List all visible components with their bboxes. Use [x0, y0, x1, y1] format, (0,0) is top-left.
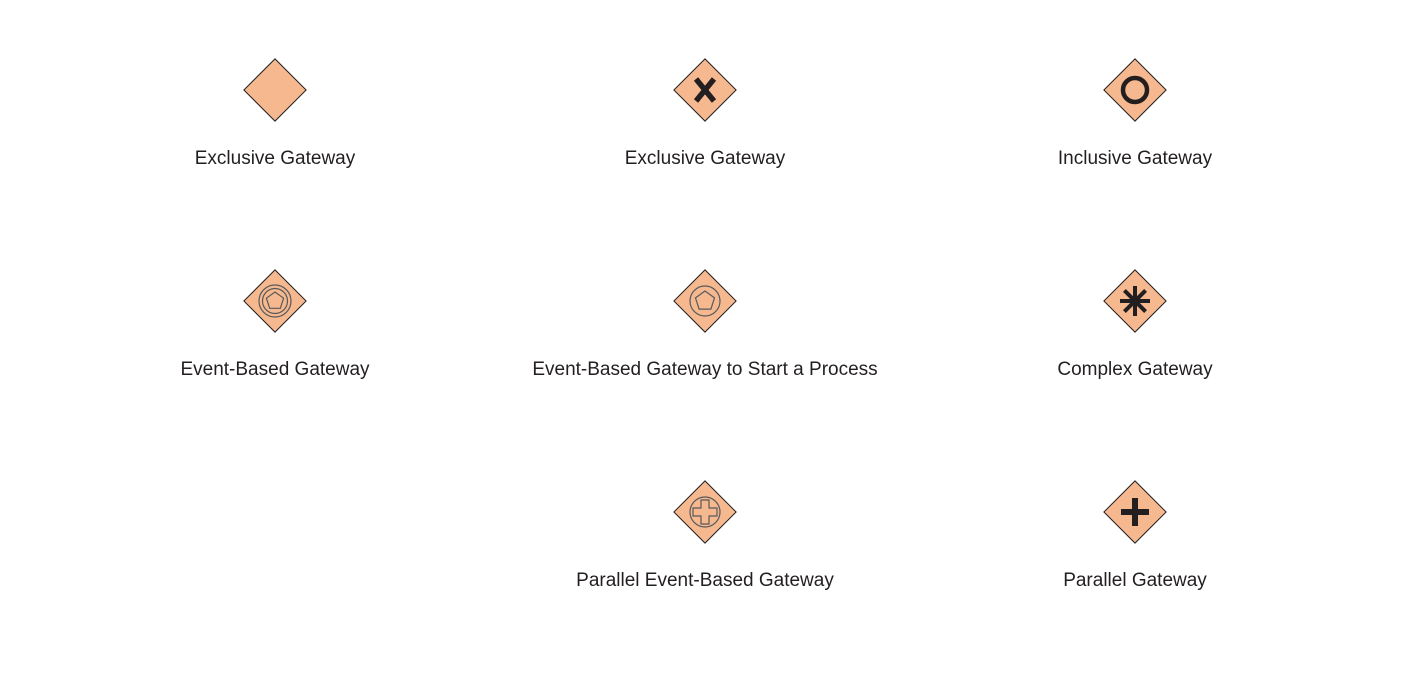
complex-gateway: Complex Gateway — [920, 231, 1350, 442]
gateway-label: Parallel Event-Based Gateway — [576, 570, 834, 592]
parallel-event-based-gateway: Parallel Event-Based Gateway — [490, 442, 920, 653]
diamond-event-single-icon — [655, 251, 755, 351]
diamond-x-icon — [655, 40, 755, 140]
diamond-event-double-icon — [225, 251, 325, 351]
gateway-label: Exclusive Gateway — [625, 148, 786, 170]
gateway-label: Parallel Gateway — [1063, 570, 1207, 592]
exclusive-gateway-x: Exclusive Gateway — [490, 20, 920, 231]
diamond-plus-icon — [1085, 462, 1185, 562]
gateway-label: Inclusive Gateway — [1058, 148, 1212, 170]
diamond-circle-icon — [1085, 40, 1185, 140]
gateway-grid: Exclusive Gateway Exclusive Gateway Incl… — [0, 0, 1410, 673]
exclusive-gateway-blank: Exclusive Gateway — [60, 20, 490, 231]
gateway-label: Event-Based Gateway to Start a Process — [532, 359, 877, 381]
inclusive-gateway: Inclusive Gateway — [920, 20, 1350, 231]
diamond-circle-plus-icon — [655, 462, 755, 562]
event-based-gateway: Event-Based Gateway — [60, 231, 490, 442]
diamond-icon — [225, 40, 325, 140]
event-based-gateway-start: Event-Based Gateway to Start a Process — [490, 231, 920, 442]
gateway-label: Exclusive Gateway — [195, 148, 356, 170]
parallel-gateway: Parallel Gateway — [920, 442, 1350, 653]
gateway-label: Event-Based Gateway — [180, 359, 369, 381]
gateway-label: Complex Gateway — [1057, 359, 1212, 381]
diamond-asterisk-icon — [1085, 251, 1185, 351]
